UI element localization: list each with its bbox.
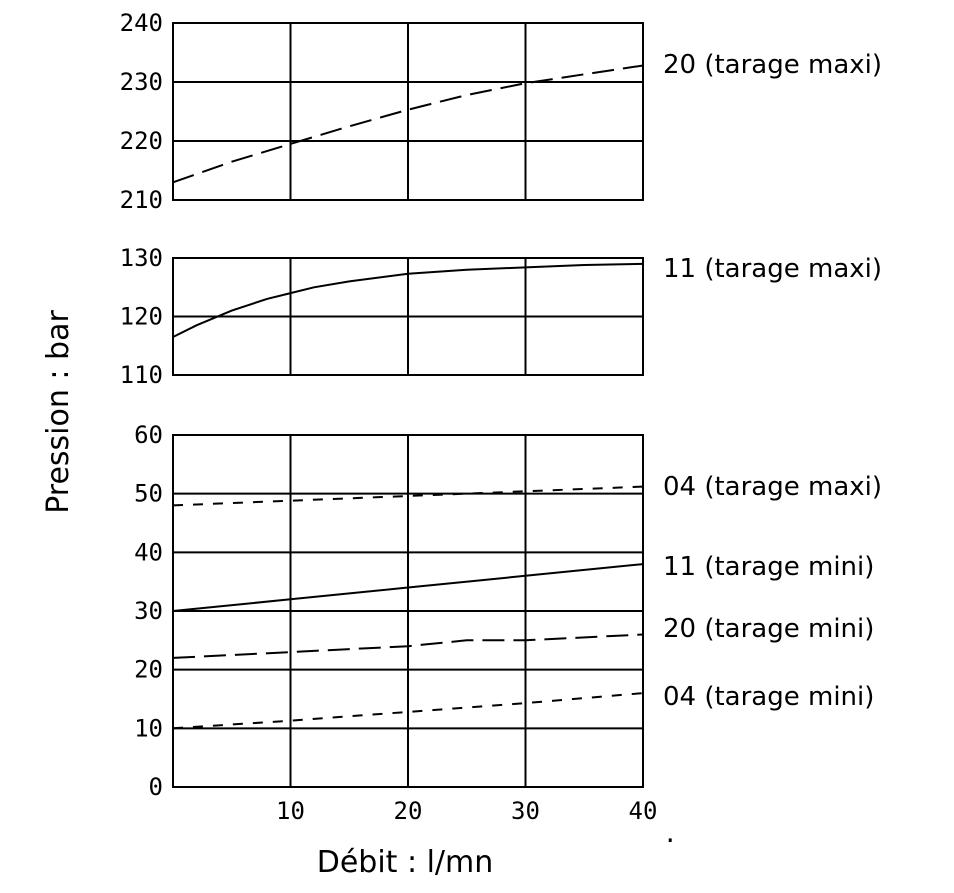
- y-tick-label: 40: [134, 538, 163, 566]
- y-tick-label: 10: [134, 714, 163, 742]
- chart-panels: 210 220 230 240 110 120 130 0 10 20 30 40 50 60 10 20 30…: [120, 9, 658, 825]
- y-tick-label: 210: [120, 186, 163, 214]
- y-tick-label: 130: [120, 244, 163, 272]
- series-line: [172, 262, 644, 338]
- y-tick-label: 60: [134, 421, 163, 449]
- plot-frame: [172, 22, 644, 201]
- y-tick-label: 30: [134, 597, 163, 625]
- series-line: [172, 563, 644, 612]
- series-label: 11 (tarage maxi): [663, 254, 882, 284]
- panel-3: 0 10 20 30 40 50 60: [134, 421, 644, 801]
- x-axis-title: Débit : l/mn: [317, 845, 494, 880]
- x-tick-label: 40: [629, 797, 658, 825]
- x-tick-label: 20: [394, 797, 423, 825]
- footnote-dot: .: [663, 820, 677, 848]
- y-tick-label: 220: [120, 127, 163, 155]
- series-line: [172, 633, 644, 659]
- y-tick-label: 230: [120, 68, 163, 96]
- y-tick-label: 120: [120, 303, 163, 331]
- series-label: 04 (tarage mini): [663, 682, 874, 712]
- y-tick-label: 110: [120, 361, 163, 389]
- series-label: 20 (tarage maxi): [663, 50, 882, 80]
- series-label: 04 (tarage maxi): [663, 472, 882, 502]
- x-tick-label: 30: [511, 797, 540, 825]
- series-labels: 20 (tarage maxi) 11 (tarage maxi) 04 (tara…: [663, 50, 882, 712]
- x-tick-labels: 10 20 30 40: [276, 797, 657, 825]
- series-label: 11 (tarage mini): [663, 552, 874, 582]
- series-label: 20 (tarage mini): [663, 614, 874, 644]
- y-tick-label: 20: [134, 656, 163, 684]
- x-tick-label: 10: [276, 797, 305, 825]
- y-axis-title: Pression : bar: [41, 310, 76, 514]
- plot-frame: [172, 257, 644, 376]
- panel-2: 110 120 130: [120, 244, 644, 389]
- y-tick-label: 0: [149, 773, 163, 801]
- series-line: [172, 64, 644, 184]
- y-tick-label: 240: [120, 9, 163, 37]
- y-tick-label: 50: [134, 480, 163, 508]
- panel-1: 210 220 230 240: [120, 9, 644, 214]
